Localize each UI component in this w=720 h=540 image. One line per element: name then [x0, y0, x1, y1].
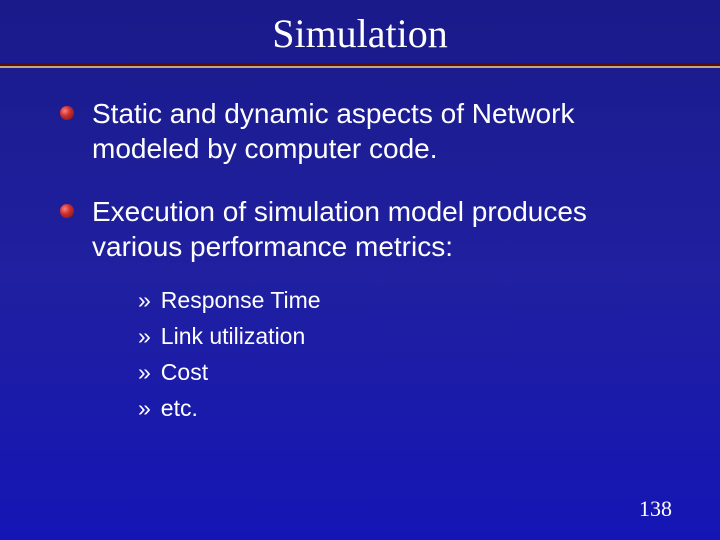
- bullet-marker-icon: [60, 204, 74, 218]
- sub-bullet-text: etc.: [161, 394, 198, 424]
- sub-bullet-text: Link utilization: [161, 322, 305, 352]
- sub-bullet-marker: »: [138, 286, 151, 316]
- bullet-text: Execution of simulation model produces v…: [92, 194, 680, 264]
- content-area: Static and dynamic aspects of Network mo…: [0, 68, 720, 424]
- sub-bullet-item: » Response Time: [138, 286, 680, 316]
- sub-bullet-marker: »: [138, 358, 151, 388]
- bullet-text: Static and dynamic aspects of Network mo…: [92, 96, 680, 166]
- sub-bullet-text: Response Time: [161, 286, 321, 316]
- slide: Simulation Static and dynamic aspects of…: [0, 0, 720, 540]
- slide-title: Simulation: [0, 0, 720, 63]
- sub-bullet-item: » Link utilization: [138, 322, 680, 352]
- sub-bullet-list: » Response Time » Link utilization » Cos…: [60, 286, 680, 424]
- bullet-marker-icon: [60, 106, 74, 120]
- sub-bullet-marker: »: [138, 394, 151, 424]
- sub-bullet-marker: »: [138, 322, 151, 352]
- page-number: 138: [639, 496, 672, 522]
- sub-bullet-text: Cost: [161, 358, 208, 388]
- bullet-item: Execution of simulation model produces v…: [60, 194, 680, 264]
- bullet-item: Static and dynamic aspects of Network mo…: [60, 96, 680, 166]
- sub-bullet-item: » etc.: [138, 394, 680, 424]
- sub-bullet-item: » Cost: [138, 358, 680, 388]
